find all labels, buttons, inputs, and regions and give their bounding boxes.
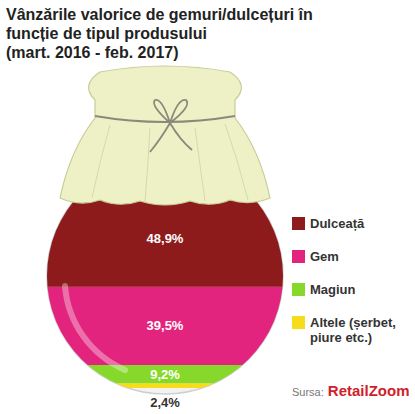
bow bbox=[150, 100, 192, 152]
title: Vânzările valorice de gemuri/dulcețuri î… bbox=[6, 6, 313, 42]
legend-swatch bbox=[292, 217, 305, 230]
source-name: RetailZoom bbox=[328, 382, 410, 399]
jar-highlight bbox=[65, 286, 125, 370]
lid bbox=[60, 66, 270, 205]
lid-folds bbox=[92, 124, 248, 202]
source-label: Sursa: bbox=[292, 386, 324, 398]
legend-swatch bbox=[292, 283, 305, 296]
legend-swatch bbox=[292, 316, 305, 329]
source: Sursa: RetailZoom bbox=[292, 382, 409, 399]
segment bbox=[47, 383, 283, 388]
legend-label: Dulceață bbox=[310, 216, 365, 231]
segment bbox=[47, 287, 283, 365]
segment bbox=[47, 365, 283, 383]
chart: Vânzările valorice de gemuri/dulcețuri î… bbox=[0, 0, 415, 414]
data-label: 39,5% bbox=[147, 318, 184, 333]
legend-label: Gem bbox=[310, 249, 339, 264]
legend-label: Magiun bbox=[310, 282, 356, 297]
legend-swatch bbox=[292, 250, 305, 263]
subtitle: (mart. 2016 - feb. 2017) bbox=[6, 44, 179, 61]
data-label: 2,4% bbox=[150, 395, 180, 410]
data-label: 48,9% bbox=[147, 231, 184, 246]
data-label: 9,2% bbox=[150, 367, 180, 382]
plot-area bbox=[47, 190, 283, 388]
legend-label: Altele (șerbet,piure etc.) bbox=[310, 315, 396, 345]
